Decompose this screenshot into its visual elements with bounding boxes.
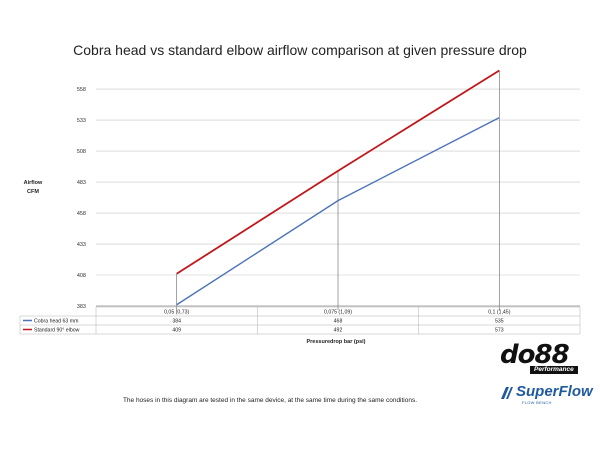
x-tick-label: 0,075 (1,09)	[324, 310, 352, 316]
superflow-mark-icon	[501, 387, 513, 399]
data-label: 492	[334, 328, 343, 334]
x-tick-label: 0,1 (1,45)	[488, 310, 510, 316]
y-axis-ticks: 383 408 433 458 483 508 533 558	[77, 87, 86, 310]
superflow-logo: SuperFlow FLOW BENCH	[500, 383, 593, 408]
data-label: 384	[172, 319, 181, 325]
superflow-logo-sub: FLOW BENCH	[522, 400, 552, 405]
do88-logo-main: do88	[500, 340, 570, 370]
y-tick-label: 458	[77, 211, 86, 217]
y-tick-label: 408	[77, 273, 86, 279]
y-tick-label: 508	[77, 149, 86, 155]
y-tick-label: 383	[77, 304, 86, 310]
drop-lines	[176, 70, 500, 310]
series-line-1	[176, 116, 500, 306]
do88-logo-sub: Performance	[530, 366, 578, 374]
series-lines	[176, 69, 500, 306]
data-label: 535	[495, 319, 504, 325]
chart-title: Cobra head vs standard elbow airflow com…	[73, 42, 527, 58]
data-label: 468	[334, 319, 343, 325]
data-label: 573	[495, 328, 504, 334]
x-tick-label: 0,05 (0,73)	[164, 310, 189, 316]
y-tick-label: 483	[77, 180, 86, 186]
superflow-logo-main: SuperFlow	[516, 383, 593, 400]
y-tick-label: 558	[77, 87, 86, 93]
series-line-2	[176, 69, 500, 275]
y-tick-label: 533	[77, 118, 86, 124]
y-axis-label-line-1: Airflow	[24, 180, 43, 186]
footer-note: The hoses in this diagram are tested in …	[122, 397, 418, 404]
y-tick-label: 433	[77, 242, 86, 248]
do88-logo: do88 Performance	[500, 342, 590, 376]
y-axis-label-line-2: CFM	[27, 189, 39, 195]
legend-label: Cobra head 63 mm	[34, 319, 78, 325]
legend-label: Standard 90° elbow	[34, 328, 80, 334]
data-label: 409	[172, 328, 181, 334]
x-axis-label: Pressuredrop bar (psi)	[307, 339, 366, 345]
data-table: 0,05 (0,73) 0,075 (1,09) 0,1 (1,45) Cobra h…	[19, 306, 581, 335]
